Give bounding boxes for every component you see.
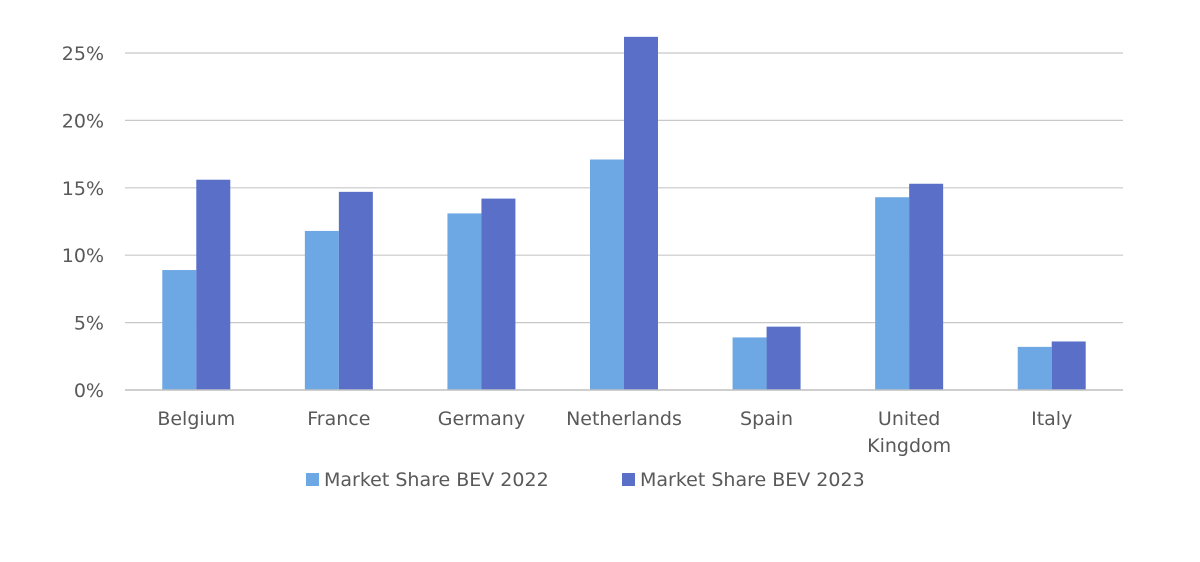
y-tick-label: 5% <box>74 313 104 335</box>
category-label: United Kingdom <box>867 408 951 457</box>
category-label: France <box>307 408 370 430</box>
category-label: Italy <box>1031 408 1072 430</box>
bar-2023-spain <box>766 326 801 390</box>
y-tick-label: 20% <box>62 110 104 132</box>
y-tick-label: 10% <box>62 245 104 267</box>
legend-swatch <box>622 473 635 486</box>
legend-label: Market Share BEV 2022 <box>324 469 549 491</box>
category-label: Netherlands <box>566 408 682 430</box>
category-label: Germany <box>438 408 525 430</box>
bar-2022-netherlands <box>590 159 624 390</box>
legend: Market Share BEV 2022 Market Share BEV 20… <box>306 469 865 491</box>
y-tick-label: 0% <box>74 380 104 402</box>
bar-2022-italy <box>1017 346 1052 390</box>
y-tick-label: 25% <box>62 43 104 65</box>
bar-2022-germany <box>447 213 482 390</box>
bar-2022-united-kingdom <box>875 197 910 390</box>
bar-2022-spain <box>732 337 767 390</box>
category-label: Belgium <box>157 408 235 430</box>
y-tick-label: 15% <box>62 178 104 200</box>
bar-2023-netherlands <box>624 36 658 390</box>
legend-label: Market Share BEV 2023 <box>640 469 865 491</box>
category-labels: Belgium France Germany Netherlands Spain Unit… <box>157 408 1072 457</box>
bar-2023-united-kingdom <box>909 183 944 390</box>
bar-2023-france <box>338 191 373 390</box>
bars <box>162 36 1086 390</box>
bar-2023-italy <box>1051 341 1086 390</box>
legend-swatch <box>306 473 319 486</box>
y-axis-tick-labels: 0% 5% 10% 15% 20% 25% <box>62 43 104 402</box>
bar-2023-belgium <box>196 179 231 390</box>
bar-2022-belgium <box>162 270 197 390</box>
category-label: Spain <box>740 408 793 430</box>
bar-2022-france <box>304 230 339 390</box>
bar-2023-germany <box>481 198 516 390</box>
